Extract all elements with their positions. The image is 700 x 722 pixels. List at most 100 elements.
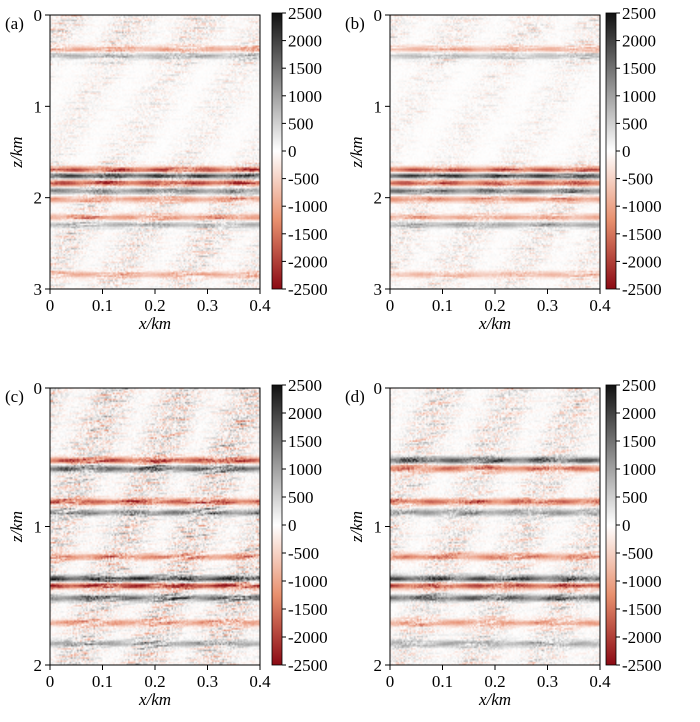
- x-tick-label: 0.1: [92, 672, 113, 691]
- x-tick-label: 0: [46, 672, 55, 691]
- colorbar-tick-label: -2500: [288, 656, 328, 675]
- colorbar-tick-label: 1000: [288, 460, 322, 479]
- colorbar-tick-label: -2000: [622, 628, 662, 647]
- colorbar-tick-label: -1500: [622, 225, 662, 244]
- x-tick-label: 0: [386, 672, 395, 691]
- x-tick-label: 0.3: [537, 672, 558, 691]
- colorbar-tick-label: 0: [288, 142, 297, 161]
- y-tick-label: 1: [374, 97, 383, 116]
- colorbar-tick-label: 2500: [622, 376, 656, 395]
- x-axis-label: x/km: [138, 314, 171, 333]
- x-tick-label: 0.2: [484, 672, 505, 691]
- colorbar-tick-label: 2500: [288, 376, 322, 395]
- colorbar: [271, 12, 283, 290]
- colorbar-tick-label: 1000: [622, 460, 656, 479]
- x-axis-label: x/km: [478, 314, 511, 333]
- colorbar-tick-label: 2500: [622, 4, 656, 23]
- panel-c: (c) 0 0.1 0.2 0.3 0.4 0 1 2 x/km z/km 2500 2000 1500 1…: [5, 376, 328, 709]
- colorbar-tick-label: 0: [288, 516, 297, 535]
- panel-b: (b) 0 0.1 0.2 0.3 0.4 0 1 2 3 x/km z/km 2500 2000 1500…: [345, 4, 662, 333]
- y-tick-label: 1: [374, 518, 383, 537]
- colorbar-tick-label: -1000: [288, 197, 328, 216]
- y-tick-label: 1: [34, 518, 43, 537]
- panels: (a)0 0.1 0.2 0.3 0.40123x/kmz/km250020001500…: [5, 4, 662, 709]
- y-tick-label: 0: [374, 379, 383, 398]
- x-tick-label: 0: [386, 296, 395, 315]
- colorbar-tick-label: -1500: [288, 225, 328, 244]
- y-axis-label: z/km: [7, 511, 26, 543]
- y-tick-label: 2: [374, 656, 383, 675]
- colorbar-tick-label: 500: [288, 114, 314, 133]
- colorbar-tick-label: 1500: [622, 59, 656, 78]
- y-axis-label: z/km: [347, 136, 366, 168]
- colorbar-tick-label: 500: [622, 488, 648, 507]
- colorbar-tick-label: 500: [622, 114, 648, 133]
- x-tick-label: 0.4: [249, 672, 271, 691]
- colorbar-tick-label: -500: [622, 544, 653, 563]
- panel-d: (d) 0 0.1 0.2 0.3 0.4 0 1 2 x/km z/km 2500 2000 1500 1…: [345, 376, 662, 709]
- colorbar-tick-label: -1000: [288, 572, 328, 591]
- colorbar-tick-label: -500: [288, 544, 319, 563]
- colorbar-tick-label: 2000: [288, 404, 322, 423]
- y-tick-label: 0: [34, 379, 43, 398]
- y-axis-label: z/km: [347, 511, 366, 543]
- colorbar-tick-label: -2000: [288, 252, 328, 271]
- x-tick-label: 0.3: [197, 296, 218, 315]
- colorbar-tick-label: 2000: [288, 32, 322, 51]
- colorbar: [271, 384, 283, 666]
- colorbar-tick-label: -2000: [288, 628, 328, 647]
- colorbar-tick-label: 500: [288, 488, 314, 507]
- colorbar-tick-label: -1000: [622, 197, 662, 216]
- y-tick-label: 2: [374, 189, 383, 208]
- x-tick-label: 0.4: [589, 296, 611, 315]
- y-tick-label: 1: [34, 97, 43, 116]
- x-tick-label: 0.1: [432, 672, 453, 691]
- colorbar-tick-label: 2500: [288, 4, 322, 23]
- panel-a: (a) 0 0.1 0.2 0.3 0.4 0 1 2 3 x/km z/km 2500 2000 1500…: [5, 4, 328, 333]
- colorbar-tick-label: 0: [622, 516, 631, 535]
- y-tick-label: 0: [374, 6, 383, 25]
- colorbar-tick-label: 0: [622, 142, 631, 161]
- x-tick-label: 0.2: [144, 296, 165, 315]
- y-tick-label: 2: [34, 189, 43, 208]
- colorbar-tick-label: 1500: [288, 432, 322, 451]
- colorbar-tick-label: -500: [622, 170, 653, 189]
- panel-label: (d): [345, 387, 365, 406]
- colorbar-tick-label: 2000: [622, 404, 656, 423]
- colorbar-tick-label: -2000: [622, 252, 662, 271]
- y-tick-label: 3: [374, 280, 383, 299]
- colorbar-tick-label: 1500: [622, 432, 656, 451]
- x-tick-label: 0.3: [537, 296, 558, 315]
- x-tick-label: 0.4: [249, 296, 271, 315]
- colorbar-tick-label: -500: [288, 170, 319, 189]
- colorbar-tick-label: -2500: [288, 280, 328, 299]
- y-tick-label: 2: [34, 656, 43, 675]
- y-tick-label: 3: [34, 280, 43, 299]
- colorbar-tick-label: 1000: [622, 87, 656, 106]
- colorbar-tick-label: 1500: [288, 59, 322, 78]
- colorbar-tick-label: -2500: [622, 656, 662, 675]
- seismic-image: [50, 388, 260, 665]
- seismic-image: [390, 388, 600, 665]
- seismic-image: [50, 15, 260, 289]
- panel-label: (a): [5, 14, 24, 33]
- colorbar-tick-label: 1000: [288, 87, 322, 106]
- colorbar-tick-label: -1500: [288, 600, 328, 619]
- x-tick-label: 0: [46, 296, 55, 315]
- x-tick-label: 0.2: [144, 672, 165, 691]
- x-tick-label: 0.3: [197, 672, 218, 691]
- colorbar-tick-label: 2000: [622, 32, 656, 51]
- colorbar-tick-label: -1000: [622, 572, 662, 591]
- x-tick-label: 0.1: [432, 296, 453, 315]
- x-axis-label: x/km: [138, 690, 171, 709]
- panel-label: (b): [345, 14, 365, 33]
- colorbar-tick-label: -2500: [622, 280, 662, 299]
- y-axis-label: z/km: [7, 136, 26, 168]
- x-tick-label: 0.4: [589, 672, 611, 691]
- x-axis-label: x/km: [478, 690, 511, 709]
- colorbar-tick-label: -1500: [622, 600, 662, 619]
- colorbar: [605, 12, 617, 290]
- colorbar: [605, 384, 617, 666]
- x-tick-label: 0.2: [484, 296, 505, 315]
